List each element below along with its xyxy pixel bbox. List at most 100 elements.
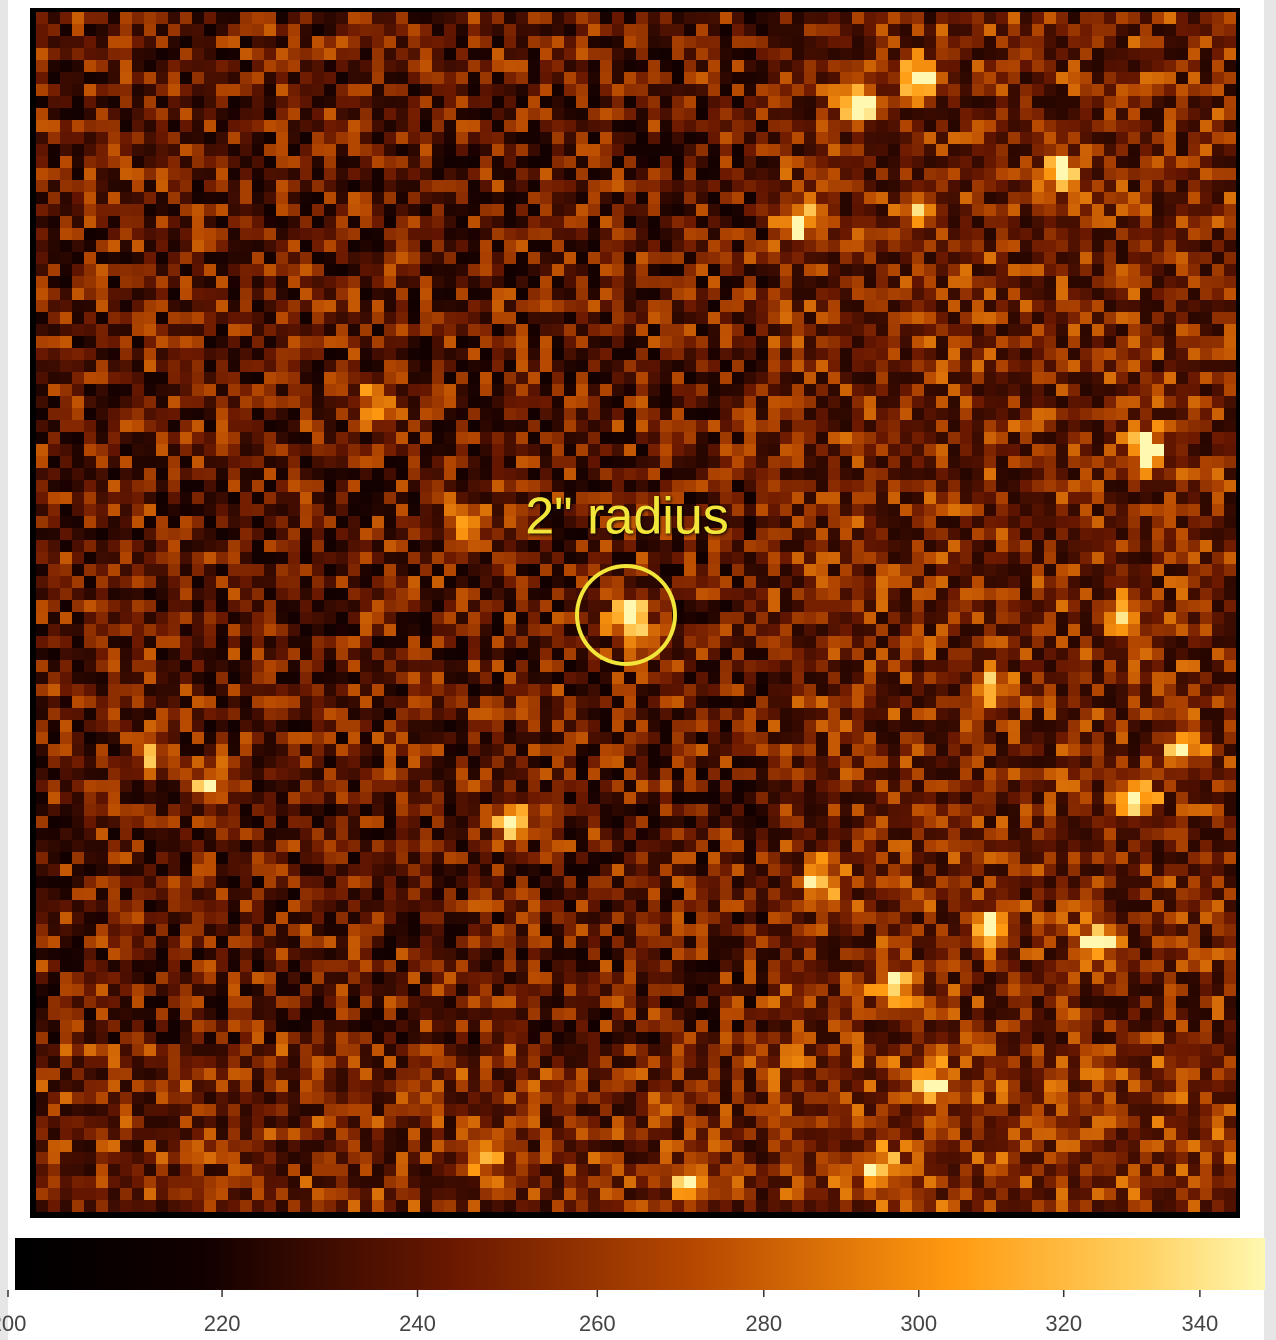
pixel xyxy=(108,132,120,144)
pixel xyxy=(216,36,228,48)
pixel xyxy=(648,336,660,348)
pixel xyxy=(864,504,876,516)
pixel xyxy=(48,12,60,24)
pixel xyxy=(1104,564,1116,576)
pixel xyxy=(324,456,336,468)
pixel xyxy=(828,24,840,36)
pixel xyxy=(768,396,780,408)
pixel xyxy=(120,432,132,444)
pixel xyxy=(852,516,864,528)
pixel xyxy=(912,432,924,444)
pixel xyxy=(288,564,300,576)
pixel xyxy=(888,384,900,396)
pixel xyxy=(1164,312,1176,324)
pixel xyxy=(516,216,528,228)
pixel xyxy=(876,48,888,60)
pixel xyxy=(804,60,816,72)
pixel xyxy=(1008,60,1020,72)
pixel xyxy=(480,168,492,180)
pixel xyxy=(816,252,828,264)
pixel xyxy=(648,312,660,324)
pixel xyxy=(420,408,432,420)
pixel xyxy=(216,420,228,432)
pixel xyxy=(804,228,816,240)
pixel xyxy=(204,204,216,216)
pixel xyxy=(852,564,864,576)
pixel xyxy=(1164,120,1176,132)
pixel xyxy=(72,324,84,336)
pixel xyxy=(888,60,900,72)
pixel xyxy=(1008,228,1020,240)
pixel xyxy=(612,384,624,396)
pixel xyxy=(504,240,516,252)
pixel xyxy=(948,300,960,312)
pixel xyxy=(672,216,684,228)
pixel xyxy=(888,144,900,156)
pixel xyxy=(624,60,636,72)
pixel xyxy=(384,552,396,564)
pixel xyxy=(516,432,528,444)
pixel xyxy=(564,36,576,48)
pixel xyxy=(1116,300,1128,312)
pixel xyxy=(1140,228,1152,240)
pixel xyxy=(300,540,312,552)
pixel xyxy=(768,552,780,564)
pixel xyxy=(1020,312,1032,324)
pixel xyxy=(408,96,420,108)
pixel xyxy=(600,36,612,48)
pixel xyxy=(168,48,180,60)
pixel xyxy=(336,564,348,576)
pixel xyxy=(1164,444,1176,456)
pixel xyxy=(1080,120,1092,132)
pixel xyxy=(852,372,864,384)
pixel xyxy=(1008,72,1020,84)
pixel xyxy=(744,480,756,492)
pixel xyxy=(684,456,696,468)
pixel xyxy=(1128,456,1140,468)
pixel xyxy=(1008,180,1020,192)
pixel xyxy=(804,420,816,432)
pixel xyxy=(1092,108,1104,120)
pixel xyxy=(972,144,984,156)
pixel xyxy=(468,228,480,240)
pixel xyxy=(948,264,960,276)
pixel xyxy=(180,72,192,84)
pixel xyxy=(360,600,372,612)
pixel xyxy=(1152,468,1164,480)
pixel xyxy=(936,48,948,60)
pixel xyxy=(888,324,900,336)
pixel xyxy=(1032,480,1044,492)
pixel xyxy=(48,408,60,420)
pixel xyxy=(720,168,732,180)
pixel xyxy=(1224,228,1236,240)
pixel xyxy=(948,36,960,48)
pixel xyxy=(360,492,372,504)
pixel xyxy=(1032,600,1044,612)
pixel xyxy=(204,108,216,120)
pixel xyxy=(1008,204,1020,216)
pixel xyxy=(1068,516,1080,528)
pixel xyxy=(324,324,336,336)
pixel xyxy=(936,516,948,528)
pixel xyxy=(324,216,336,228)
pixel xyxy=(972,468,984,480)
pixel xyxy=(36,36,48,48)
pixel xyxy=(72,120,84,132)
pixel xyxy=(1212,180,1224,192)
pixel xyxy=(216,204,228,216)
pixel xyxy=(852,192,864,204)
pixel xyxy=(72,288,84,300)
pixel xyxy=(288,384,300,396)
pixel xyxy=(612,336,624,348)
pixel xyxy=(816,204,828,216)
pixel xyxy=(936,588,948,600)
pixel xyxy=(240,72,252,84)
pixel xyxy=(276,108,288,120)
pixel xyxy=(936,468,948,480)
pixel xyxy=(804,300,816,312)
pixel xyxy=(1032,240,1044,252)
pixel xyxy=(1188,348,1200,360)
pixel xyxy=(1032,12,1044,24)
pixel xyxy=(1068,408,1080,420)
pixel xyxy=(540,60,552,72)
